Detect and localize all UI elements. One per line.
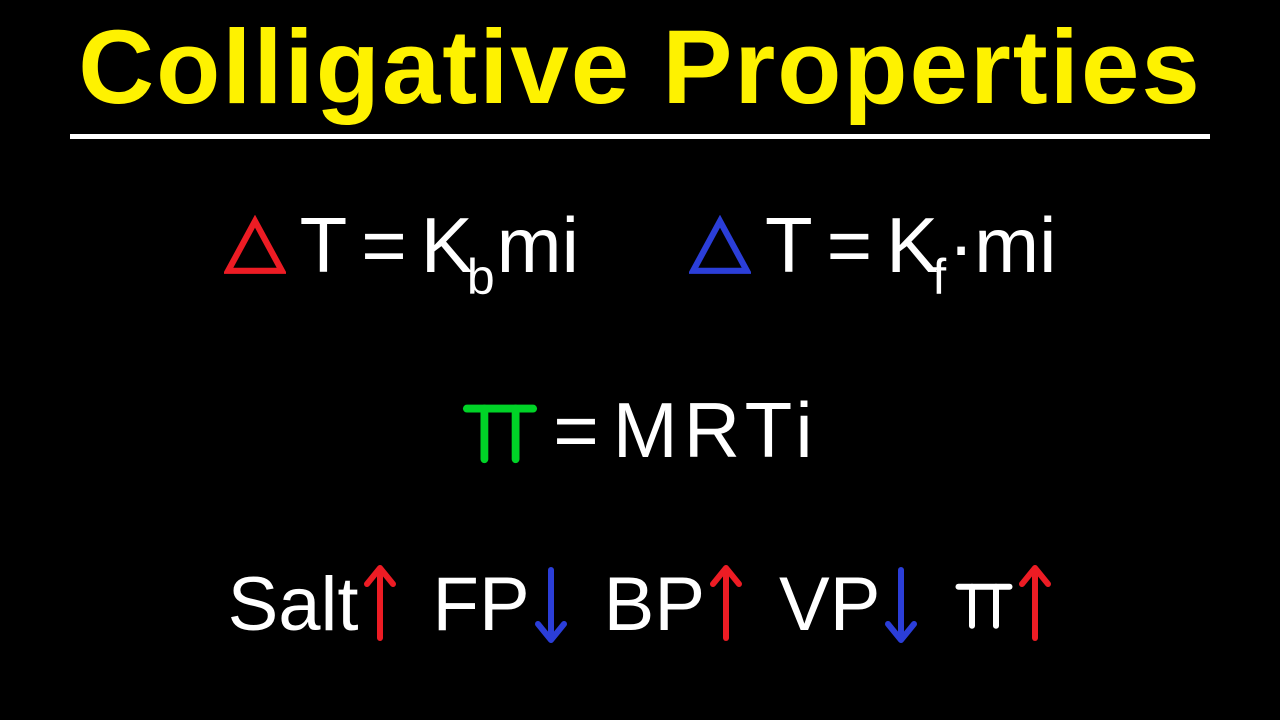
trend-row: Salt FP BP VP: [0, 560, 1280, 648]
trend-label: BP: [604, 561, 705, 648]
page-title: Colligative Properties: [0, 0, 1280, 128]
arrow-down-icon: [534, 560, 568, 648]
eq-text: =: [361, 200, 407, 291]
osmotic-pressure-equation: = MRTi: [461, 385, 819, 476]
eq-text: ·: [948, 200, 974, 291]
pi-icon: [954, 576, 1014, 632]
pi-icon: [461, 396, 539, 466]
eq-text: T: [765, 200, 813, 291]
trend-item: Salt: [228, 560, 397, 648]
eq-text: mi: [974, 200, 1056, 291]
arrow-down-icon: [884, 560, 918, 648]
trend-item: [954, 560, 1052, 648]
title-underline: [70, 134, 1210, 139]
boiling-point-elevation-equation: T = K b mi: [224, 200, 579, 291]
arrow-up-icon: [709, 560, 743, 648]
eq-text: =: [553, 385, 599, 476]
trend-item: VP: [779, 560, 918, 648]
eq-text: MRTi: [613, 385, 819, 476]
eq-text: =: [827, 200, 873, 291]
trend-item: FP: [433, 560, 568, 648]
trend-label: FP: [433, 561, 530, 648]
arrow-up-icon: [1018, 560, 1052, 648]
eq-text: K: [886, 200, 938, 291]
eq-subscript: f: [932, 248, 946, 306]
eq-text: K f · mi: [886, 200, 1056, 291]
eq-text: mi: [497, 200, 579, 291]
arrow-up-icon: [363, 560, 397, 648]
trend-label: Salt: [228, 561, 359, 648]
trend-item: BP: [604, 560, 743, 648]
delta-icon: [689, 215, 751, 277]
eq-text: T: [300, 200, 348, 291]
delta-icon: [224, 215, 286, 277]
eq-subscript: b: [467, 248, 495, 306]
eq-text: K: [421, 200, 473, 291]
equation-row-2: = MRTi: [0, 385, 1280, 476]
freezing-point-depression-equation: T = K f · mi: [689, 200, 1056, 291]
eq-text: K b mi: [421, 200, 579, 291]
equation-row-1: T = K b mi T = K f · mi: [0, 200, 1280, 291]
trend-label: VP: [779, 561, 880, 648]
